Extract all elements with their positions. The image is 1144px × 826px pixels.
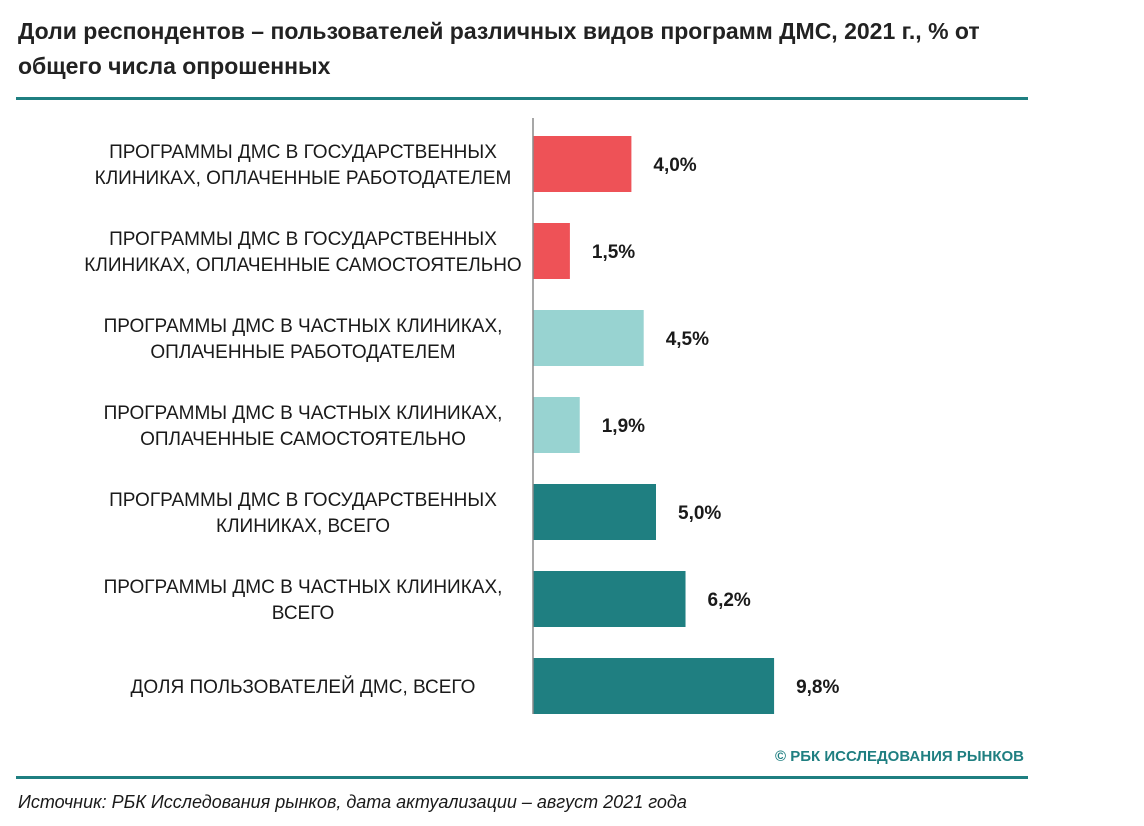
title-divider (16, 97, 1028, 100)
category-label: ПРОГРАММЫ ДМС В ГОСУДАРСТВЕННЫХ КЛИНИКАХ,… (109, 490, 497, 537)
category-label: ПРОГРАММЫ ДМС В ГОСУДАРСТВЕННЫХ КЛИНИКАХ,… (95, 142, 512, 189)
data-label: 5,0% (678, 503, 721, 524)
data-label: 4,5% (666, 329, 709, 350)
bar (533, 571, 686, 627)
category-label: ПРОГРАММЫ ДМС В ЧАСТНЫХ КЛИНИКАХ, ВСЕГО (104, 577, 503, 624)
category-label: ПРОГРАММЫ ДМС В ЧАСТНЫХ КЛИНИКАХ, ОПЛАЧЕН… (104, 316, 503, 363)
category-label: ПРОГРАММЫ ДМС В ГОСУДАРСТВЕННЫХ КЛИНИКАХ,… (84, 229, 521, 276)
data-label: 4,0% (653, 155, 696, 176)
bar (533, 484, 656, 540)
data-label: 1,5% (592, 242, 635, 263)
bar (533, 658, 775, 714)
bar (533, 397, 580, 453)
source-note: Источник: РБК Исследования рынков, дата … (18, 792, 687, 812)
bar (533, 136, 632, 192)
footer-divider (16, 776, 1028, 779)
bar (533, 223, 570, 279)
data-label: 9,8% (796, 677, 839, 698)
chart-title: Доли респондентов – пользователей различ… (18, 18, 980, 79)
data-label: 6,2% (708, 590, 751, 611)
bar (533, 310, 644, 366)
copyright-label: © РБК ИССЛЕДОВАНИЯ РЫНКОВ (775, 748, 1024, 765)
category-label: ПРОГРАММЫ ДМС В ЧАСТНЫХ КЛИНИКАХ, ОПЛАЧЕН… (104, 403, 503, 450)
data-label: 1,9% (602, 416, 645, 437)
category-label: ДОЛЯ ПОЛЬЗОВАТЕЛЕЙ ДМС, ВСЕГО (131, 676, 476, 698)
